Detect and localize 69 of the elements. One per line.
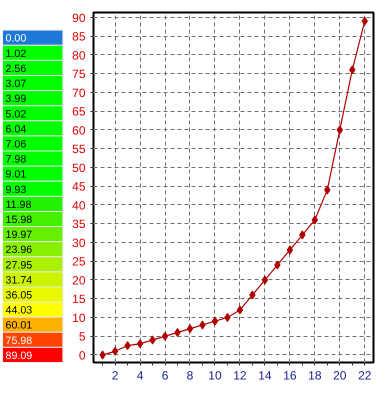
point [112,346,118,356]
x-tick-label: 6 [162,368,169,382]
y-tick-label: 0 [78,348,86,362]
text: 7.98 [6,154,26,166]
y-tick-label: 50 [72,160,86,175]
y-tick-label: 45 [72,180,86,194]
y-tick-label: 65 [72,104,86,119]
text: 7.06 [6,138,26,150]
y-tick-label: 75 [72,67,86,82]
y-tick-label: 20 [72,273,86,288]
point [224,312,231,322]
point [236,305,244,314]
y-tick-label: 35 [72,217,86,232]
y-tick-label: 90 [72,10,86,25]
y-tick-label: 10 [72,310,86,325]
point [162,332,168,341]
text: 6.04 [6,123,26,136]
x-tick-label: 2 [112,368,119,382]
point [274,260,281,270]
point [249,290,256,300]
text: 0.00 [6,32,26,45]
y-tick-label: 5 [78,330,86,344]
point [99,350,106,360]
x-tick-label: 14 [258,368,272,382]
text: 9.93 [6,184,26,196]
y-tick-label: 15 [72,292,86,306]
point [174,328,181,337]
x-tick-label: 20 [333,368,347,382]
point [136,339,144,348]
x-tick-label: 16 [283,368,297,382]
text: 15.98 [6,214,32,226]
point [199,320,206,330]
y-tick-label: 25 [72,254,86,269]
point [286,245,294,254]
text: 27.95 [6,259,32,272]
text: 9.01 [6,168,26,181]
y-tick-label: 85 [72,30,86,44]
point [212,316,218,326]
text: 36.05 [6,290,32,302]
text: 5.02 [6,108,26,120]
text: 60.01 [6,320,32,332]
text: 23.96 [6,244,32,256]
text: 44.03 [6,304,32,317]
x-tick-label: 8 [186,368,194,382]
x-tick-label: 10 [208,368,222,382]
x-tick-label: 12 [233,368,247,382]
y-tick-label: 70 [72,86,86,100]
x-tick-label: 4 [136,368,144,382]
point [299,230,306,240]
point [186,324,194,334]
y-tick-label: 80 [72,48,86,62]
y-tick-label: 40 [72,198,86,212]
text: 19.97 [6,229,32,242]
point [149,335,156,344]
y-tick-label: 30 [72,236,86,250]
text: 3.99 [6,93,26,106]
point [124,341,131,350]
x-tick-label: 22 [358,368,372,382]
y-tick-label: 60 [72,123,86,138]
text: 31.74 [6,274,32,286]
text: 89.09 [6,350,32,362]
x-tick-label: 18 [308,368,322,382]
point [262,275,268,284]
y-tick-label: 55 [72,142,86,156]
text: 75.98 [6,334,32,347]
text: 11.98 [6,198,32,211]
text: 2.56 [6,62,26,75]
text: 1.02 [6,48,26,60]
text: 3.07 [6,78,26,90]
